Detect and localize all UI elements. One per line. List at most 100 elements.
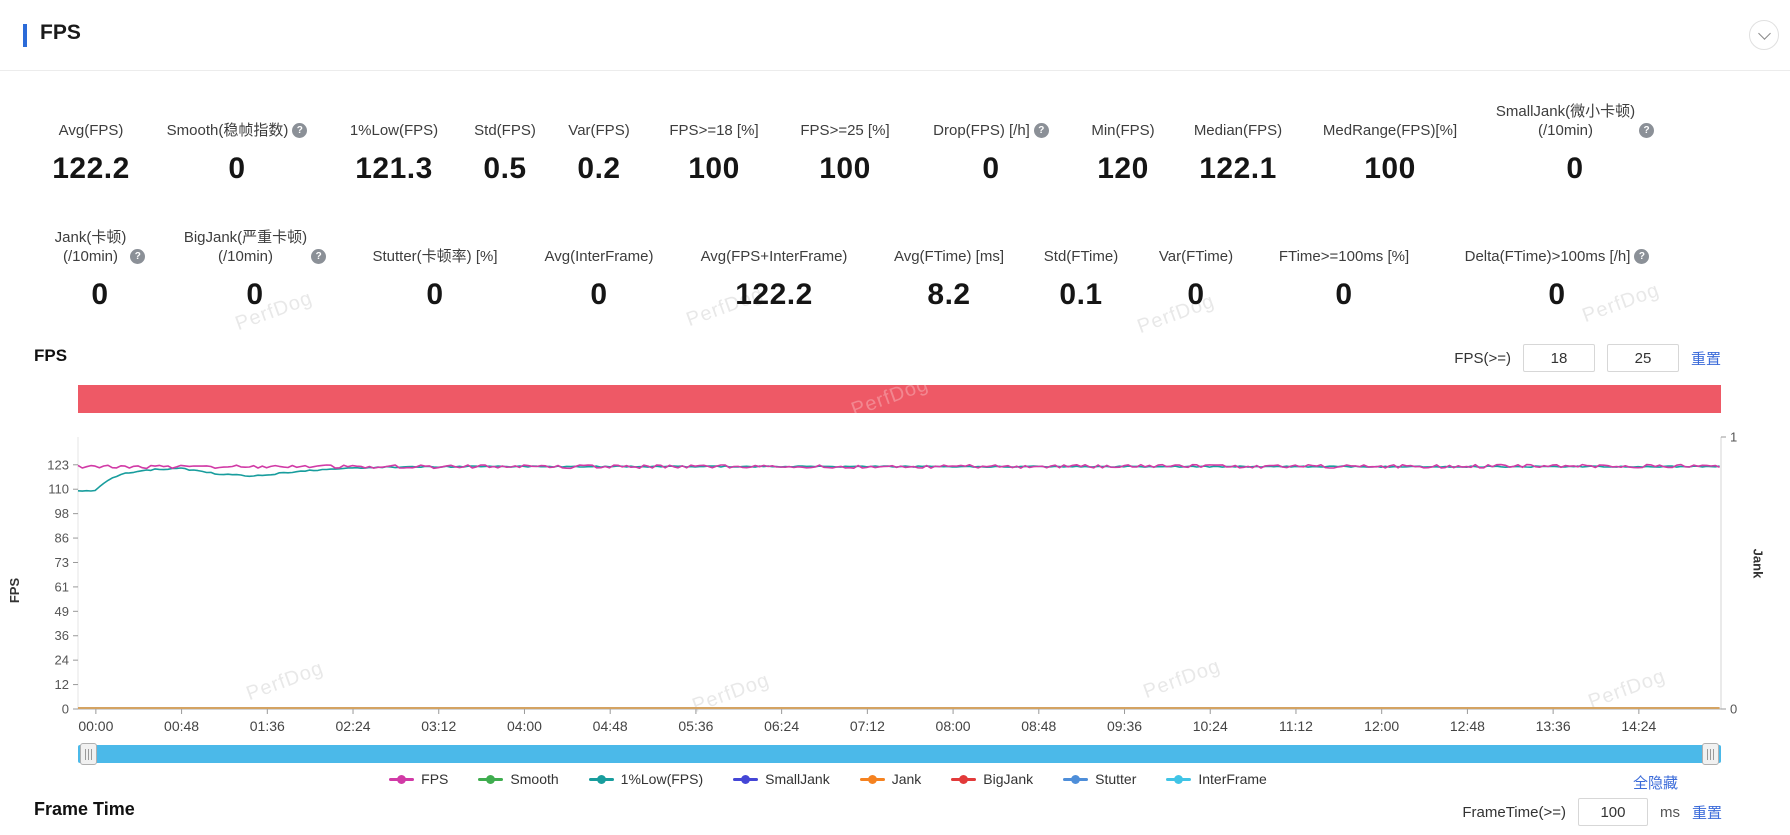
series-line-1%Low(FPS) xyxy=(77,465,1720,492)
legend-item-fps[interactable]: FPS xyxy=(389,771,448,787)
legend-item-bigjank[interactable]: BigJank xyxy=(951,771,1033,787)
metric-label: Min(FPS) xyxy=(1091,122,1155,139)
metric-value: 100 xyxy=(688,152,740,185)
legend-marker-icon xyxy=(1063,774,1089,784)
fps-chart-title: FPS xyxy=(34,346,68,365)
metric-label: SmallJank(微小卡顿) (/10min) xyxy=(1495,103,1636,139)
metric-label: Avg(FTime) [ms] xyxy=(893,248,1004,265)
y-tick-label: 86 xyxy=(55,531,69,546)
fps-threshold-controls: FPS(>=) 重置 xyxy=(1454,344,1721,372)
x-tick-label: 00:48 xyxy=(164,718,199,734)
metric-bigjank: BigJank(严重卡顿) (/10min)? 0 xyxy=(145,224,365,312)
metric-value: 0 xyxy=(1548,278,1566,311)
frametime-reset-link[interactable]: 重置 xyxy=(1691,804,1722,822)
metric-label: Smooth(稳帧指数) xyxy=(166,122,289,139)
datazoom-handle-right[interactable] xyxy=(1702,743,1719,765)
chart-legend: FPS Smooth 1%Low(FPS) SmallJank Jank BigJank S… xyxy=(78,771,1578,787)
metric-smooth: Smooth(稳帧指数)? 0 xyxy=(127,98,347,186)
help-icon[interactable]: ? xyxy=(311,249,327,264)
metric-std-fps: Std(FPS) 0.5 xyxy=(395,98,615,186)
legend-marker-icon xyxy=(478,774,504,784)
metric-median-fps: Median(FPS) 122.1 xyxy=(1128,98,1348,186)
legend-marker-icon xyxy=(588,774,614,784)
metric-value: 8.2 xyxy=(927,278,971,311)
help-icon[interactable]: ? xyxy=(1639,123,1655,138)
metric-value: 122.2 xyxy=(735,278,813,311)
fps-reset-link[interactable]: 重置 xyxy=(1690,350,1721,368)
grip-icon xyxy=(85,748,92,760)
metric-ftime-ge-100ms: FTime>=100ms [%] 0 xyxy=(1234,224,1454,312)
y-tick-label: 12 xyxy=(55,677,69,692)
legend-item-jank[interactable]: Jank xyxy=(859,771,921,787)
legend-label: 1%Low(FPS) xyxy=(620,771,704,787)
y-tick-label: 110 xyxy=(48,482,69,497)
legend-item-stutter[interactable]: Stutter xyxy=(1063,771,1136,787)
frametime-threshold-label: FrameTime(>=) xyxy=(1462,803,1566,821)
y-right-tick-label: 0 xyxy=(1730,702,1737,717)
y-tick-label: 123 xyxy=(47,457,69,472)
metric-label: Var(FTime) xyxy=(1158,248,1234,265)
legend-item-smalljank[interactable]: SmallJank xyxy=(733,771,830,787)
metric-value: 100 xyxy=(1364,152,1416,185)
y-tick-label: 24 xyxy=(55,653,69,668)
metric-avg-interframe: Avg(InterFrame) 0 xyxy=(489,224,709,312)
help-icon[interactable]: ? xyxy=(1033,123,1049,138)
legend-item-1-low-fps-[interactable]: 1%Low(FPS) xyxy=(588,771,704,787)
metric-label: FPS>=25 [%] xyxy=(800,122,890,139)
x-tick-label: 09:36 xyxy=(1107,718,1142,734)
metric-value: 122.2 xyxy=(52,152,130,185)
help-icon[interactable]: ? xyxy=(130,249,146,264)
metric-jank: Jank(卡顿) (/10min)? 0 xyxy=(0,224,210,312)
metric-fps-ge-25: FPS>=25 [%] 100 xyxy=(735,98,955,186)
y-tick-label: 49 xyxy=(55,604,69,619)
legend-item-smooth[interactable]: Smooth xyxy=(478,771,559,787)
metric-avg-fps: Avg(FPS) 122.2 xyxy=(0,98,201,186)
fps-threshold-high-input[interactable] xyxy=(1606,344,1679,372)
frametime-threshold-input[interactable] xyxy=(1577,798,1648,826)
hide-all-link[interactable]: 全隐藏 xyxy=(1633,775,1679,792)
metric-min-fps: Min(FPS) 120 xyxy=(1013,98,1233,186)
x-tick-label: 05:36 xyxy=(678,718,713,734)
help-icon[interactable]: ? xyxy=(1634,249,1650,264)
fps-threshold-low-input[interactable] xyxy=(1522,344,1595,372)
help-icon[interactable]: ? xyxy=(292,123,308,138)
x-tick-label: 03:12 xyxy=(421,718,456,734)
metric-value: 0 xyxy=(426,278,444,311)
metric-value: 0.5 xyxy=(483,152,527,185)
y-tick-label: 61 xyxy=(55,579,69,594)
metric-label: MedRange(FPS)[%] xyxy=(1322,122,1458,139)
metric-value: 0 xyxy=(982,152,1000,185)
metric-smalljank: SmallJank(微小卡顿) (/10min)? 0 xyxy=(1465,98,1685,186)
legend-label: SmallJank xyxy=(765,771,830,787)
x-tick-label: 04:00 xyxy=(507,718,542,734)
legend-label: FPS xyxy=(421,771,449,787)
metric-label: Median(FPS) xyxy=(1193,122,1283,139)
legend-item-interframe[interactable]: InterFrame xyxy=(1166,771,1267,787)
metric-drop-fps: Drop(FPS) [/h]? 0 xyxy=(881,98,1101,186)
collapse-button[interactable] xyxy=(1749,20,1779,50)
legend-marker-icon xyxy=(389,774,415,784)
y-axis-title-jank: Jank xyxy=(1750,548,1766,579)
metric-stutter: Stutter(卡顿率) [%] 0 xyxy=(325,224,545,312)
x-tick-label: 14:24 xyxy=(1621,718,1656,734)
x-tick-label: 00:00 xyxy=(78,718,113,734)
y-tick-label: 0 xyxy=(62,702,69,717)
metric-value: 120 xyxy=(1097,152,1149,185)
metric-label: BigJank(严重卡顿) (/10min) xyxy=(183,229,308,265)
metric-var-ftime: Var(FTime) 0 xyxy=(1086,224,1306,312)
metric-value: 100 xyxy=(819,152,871,185)
chevron-down-icon xyxy=(1757,26,1771,40)
x-tick-label: 08:48 xyxy=(1021,718,1056,734)
frametime-threshold-controls: FrameTime(>=) ms 重置 xyxy=(1462,798,1722,826)
x-tick-label: 01:36 xyxy=(250,718,285,734)
datazoom-scrollbar[interactable] xyxy=(78,745,1721,763)
metric-avg-ftime: Avg(FTime) [ms] 8.2 xyxy=(839,224,1059,312)
metric-label: Std(FTime) xyxy=(1043,248,1119,265)
legend-label: InterFrame xyxy=(1198,771,1267,787)
frametime-unit-label: ms xyxy=(1659,803,1680,821)
x-tick-label: 07:12 xyxy=(850,718,885,734)
metric-value: 0 xyxy=(91,278,109,311)
metric-value: 0 xyxy=(246,278,264,311)
datazoom-handle-left[interactable] xyxy=(80,743,97,765)
series-line-FPS xyxy=(77,463,1720,470)
